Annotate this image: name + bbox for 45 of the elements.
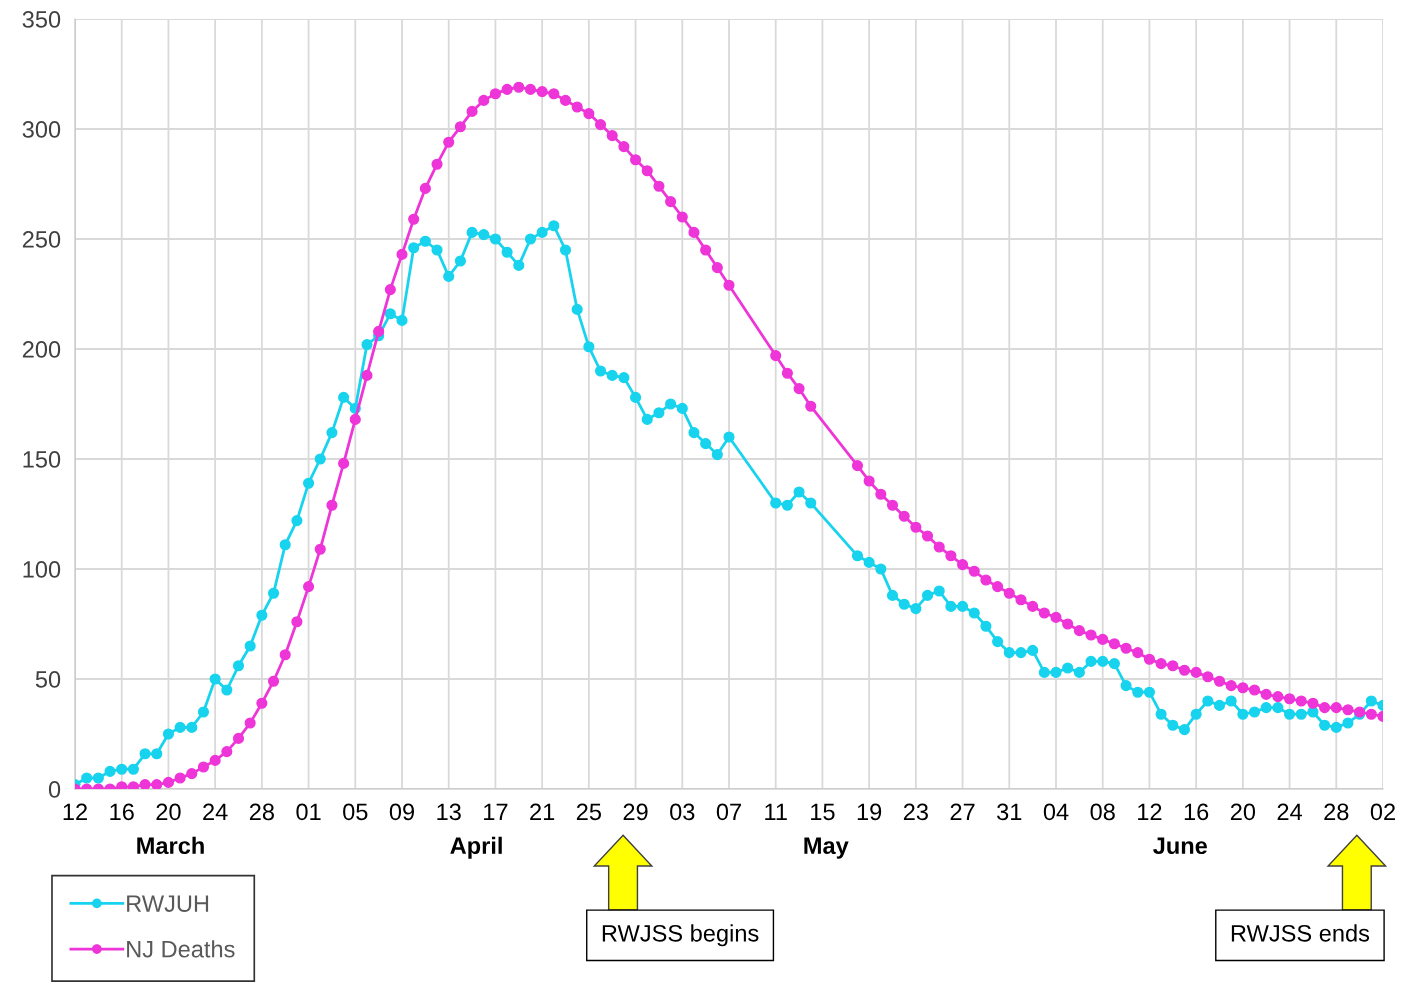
y-tick-label: 300	[22, 121, 61, 138]
x-tick-label: 20	[1230, 803, 1256, 821]
text: June	[1153, 837, 1208, 855]
x-tick-label: 16	[110, 803, 134, 821]
y-tick-label: 50	[35, 671, 61, 688]
x-tick-label: 20	[156, 803, 181, 821]
x-tick-label: 28	[249, 803, 274, 821]
x-tick-label: 11	[765, 803, 787, 820]
y-tick-label: 0	[48, 781, 61, 798]
text: May	[804, 837, 849, 859]
y-tick-label: 350	[22, 11, 61, 28]
x-tick-label: 09	[389, 803, 415, 821]
x-tick-label: 15	[811, 803, 835, 821]
x-tick-label: 01	[296, 803, 321, 821]
x-tick-label: 04	[1043, 803, 1069, 821]
x-tick-label: 29	[623, 803, 648, 821]
y-tick-label: 250	[22, 231, 61, 248]
x-tick-label: 12	[1138, 803, 1162, 820]
x-tick-label: 08	[1090, 803, 1115, 821]
x-tick-label: 07	[716, 803, 741, 821]
text: RWJSS begins	[602, 924, 759, 947]
y-tick-label: 200	[22, 341, 61, 358]
x-tick-label: 24	[203, 803, 228, 820]
x-tick-label: 27	[950, 803, 975, 820]
x-tick-label: 24	[1277, 803, 1303, 820]
x-tick-label: 23	[903, 803, 928, 821]
x-tick-label: 31	[997, 803, 1022, 821]
y-tick-label: 100	[23, 561, 61, 578]
y-tick-label: 150	[23, 451, 61, 468]
legend-label: RWJUH	[127, 895, 209, 912]
text: March	[137, 836, 204, 855]
x-tick-label: 03	[670, 803, 695, 821]
x-tick-label: 16	[1184, 803, 1209, 821]
x-tick-label: 19	[857, 803, 882, 821]
x-tick-label: 05	[343, 803, 368, 821]
x-tick-label: 28	[1324, 803, 1349, 821]
x-tick-label: 12	[63, 803, 87, 820]
x-tick-label: 25	[576, 803, 601, 821]
text: April	[450, 836, 502, 859]
x-tick-label: 02	[1370, 803, 1395, 821]
x-tick-label: 17	[484, 803, 508, 820]
legend-label: NJ Deaths	[127, 940, 235, 958]
x-tick-label: 13	[437, 803, 461, 821]
x-tick-label: 21	[530, 803, 555, 820]
text: RWJSS ends	[1231, 924, 1370, 942]
